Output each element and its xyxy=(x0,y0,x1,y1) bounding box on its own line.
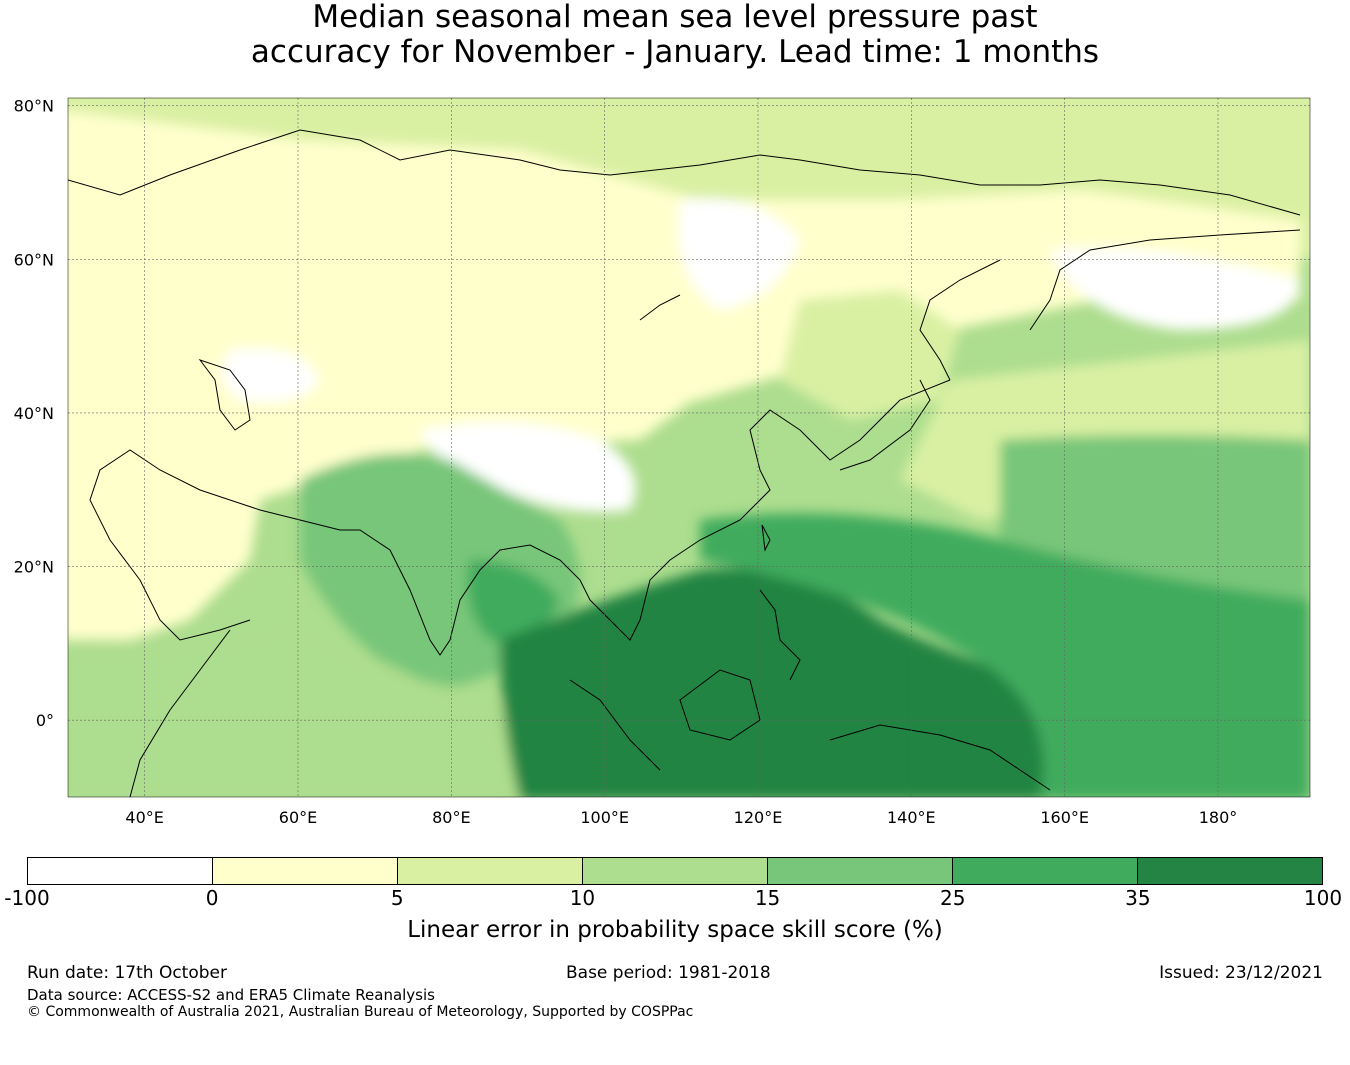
colorbar-tick-label: 35 xyxy=(1125,886,1151,910)
lat-tick-label: 40°N xyxy=(14,404,54,423)
region-mongolia xyxy=(780,290,960,420)
lon-tick-label: 40°E xyxy=(125,808,163,827)
colorbar-label: Linear error in probability space skill … xyxy=(407,917,943,943)
lat-tick-label: 80°N xyxy=(14,97,54,116)
lat-tick-label: 20°N xyxy=(14,558,54,577)
coastline-china-korea xyxy=(579,379,951,641)
map-title: Median seasonal mean sea level pressure … xyxy=(0,0,1350,70)
latitude-labels: 80°N 60°N 40°N 20°N 0° xyxy=(14,97,54,731)
region-central-siberia xyxy=(678,198,800,310)
lon-tick-label: 140°E xyxy=(887,808,936,827)
coastline-baikal xyxy=(639,294,681,321)
colorbar-segment xyxy=(953,858,1138,884)
map-title-line-2: accuracy for November - January. Lead ti… xyxy=(250,34,1100,70)
coastline-philippines xyxy=(759,589,801,681)
colorbar-segment xyxy=(583,858,768,884)
colorbar-segment xyxy=(213,858,398,884)
coastline-caspian xyxy=(198,359,251,431)
map-frame xyxy=(67,97,1311,798)
colorbar-tick-label: 100 xyxy=(1303,886,1343,910)
region-ne-siberia xyxy=(1050,248,1300,330)
map-title-line-1: Median seasonal mean sea level pressure … xyxy=(312,0,1038,35)
colorbar-segment xyxy=(28,858,213,884)
coastline-arabia-africa xyxy=(89,449,341,797)
colorbar-tick-label: 25 xyxy=(939,886,966,910)
run-date: Run date: 17th October xyxy=(27,963,227,983)
region-bay-of-bengal xyxy=(467,560,560,642)
region-central-pacific xyxy=(1000,435,1310,600)
lon-tick-label: 120°E xyxy=(734,808,783,827)
region-indian-ocean xyxy=(68,620,520,797)
skill-field xyxy=(68,98,1310,797)
issued-date: Issued: 23/12/2021 xyxy=(1159,963,1323,983)
coastline-pacific-russia xyxy=(919,229,1301,381)
colorbar-tick-label: 15 xyxy=(754,886,781,910)
data-source: Data source: ACCESS-S2 and ERA5 Climate … xyxy=(27,986,435,1004)
gridlines xyxy=(68,98,1310,797)
coastline-sumatra xyxy=(569,679,661,771)
lon-tick-label: 160°E xyxy=(1040,808,1089,827)
region-tibet xyxy=(420,422,636,512)
coastlines xyxy=(68,129,1301,797)
coastline-japan xyxy=(839,379,931,471)
coastline-india xyxy=(340,529,581,656)
lon-tick-label: 180° xyxy=(1199,808,1238,827)
map-canvas: 80°N 60°N 40°N 20°N 0° 40°E 60°E 80°E 100°E 120°… xyxy=(14,97,1311,827)
region-western-pacific xyxy=(700,513,1310,797)
base-period: Base period: 1981-2018 xyxy=(566,963,771,983)
colorbar-tick-label: -100 xyxy=(4,886,50,910)
coastline-taiwan xyxy=(761,524,771,552)
longitude-labels: 40°E 60°E 80°E 100°E 120°E 140°E 160°E 180° xyxy=(125,808,1237,827)
colorbar-segment xyxy=(1138,858,1322,884)
colorbar-tick-label: 0 xyxy=(205,886,219,910)
lon-tick-label: 80°E xyxy=(432,808,470,827)
lon-tick-label: 60°E xyxy=(279,808,317,827)
lat-tick-label: 0° xyxy=(36,711,54,730)
lat-tick-label: 60°N xyxy=(14,250,54,269)
colorbar-segment xyxy=(398,858,583,884)
colorbar-tick-label: 10 xyxy=(569,886,596,910)
coastline-new-guinea xyxy=(829,724,1051,791)
copyright: © Commonwealth of Australia 2021, Austra… xyxy=(27,1004,694,1020)
coastline-arctic xyxy=(68,129,1301,216)
region-caspian xyxy=(222,348,320,403)
region-arabia xyxy=(68,440,260,640)
colorbar xyxy=(27,857,1323,885)
lon-tick-label: 100°E xyxy=(580,808,629,827)
colorbar-tick-label: 5 xyxy=(390,886,404,910)
colorbar-segment xyxy=(768,858,953,884)
